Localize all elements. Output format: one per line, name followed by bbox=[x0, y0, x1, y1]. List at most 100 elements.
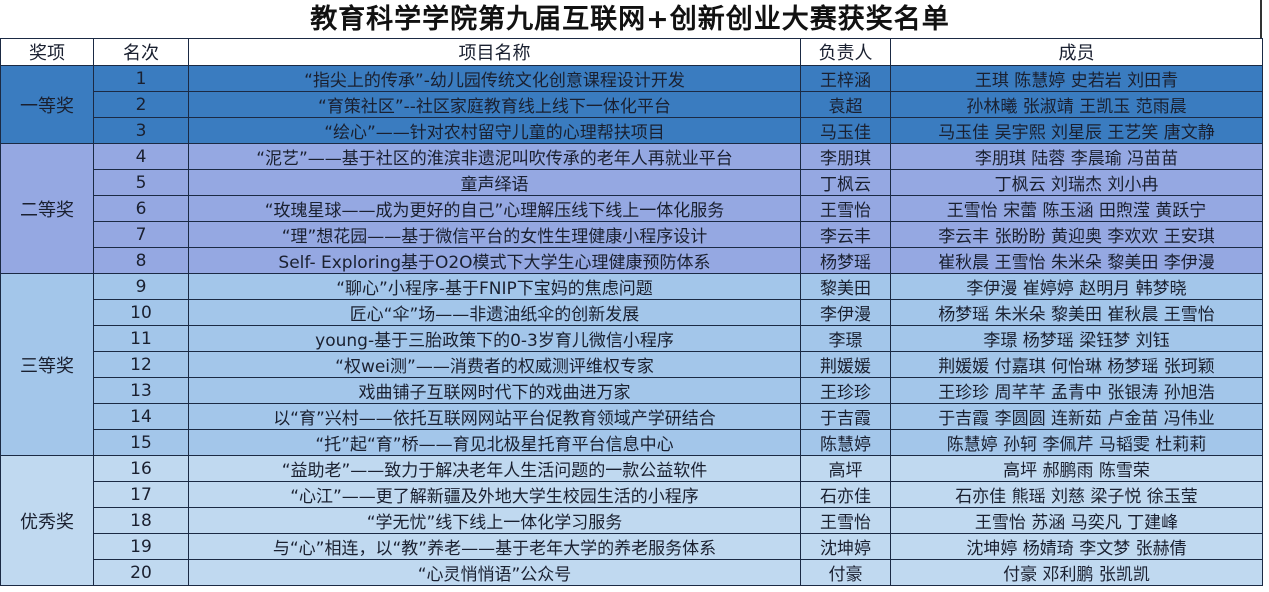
rank-cell: 10 bbox=[93, 299, 189, 326]
table-row: 三等奖 9 “聊心”小程序-基于FNIP下宝妈的焦虑问题 黎美田 李伊漫 崔婷婷 赵明月… bbox=[0, 273, 1263, 456]
members-cell: 陈慧婷 孙轲 李佩芹 马韬雯 杜莉莉 bbox=[890, 429, 1263, 456]
rank-cell: 11 bbox=[93, 325, 189, 352]
members-cell: 杨梦瑶 朱米朵 黎美田 崔秋晨 王雪怡 bbox=[890, 299, 1263, 326]
table-row: 20 “心灵悄悄语”公众号 付豪 付豪 邓利鹏 张凯凯 bbox=[0, 559, 1263, 586]
leader-cell: 沈坤婷 bbox=[800, 533, 891, 560]
leader-cell: 李璟 bbox=[800, 325, 891, 352]
members-cell: 王雪怡 宋蕾 陈玉涵 田煦滢 黄跃宁 bbox=[890, 195, 1263, 222]
project-cell: “心灵悄悄语”公众号 bbox=[188, 559, 801, 586]
project-cell: Self- Exploring基于O2O模式下大学生心理健康预防体系 bbox=[188, 247, 801, 274]
table-row: 10 匠心“伞”场——非遗油纸伞的创新发展 李伊漫 杨梦瑶 朱米朵 黎美田 崔秋晨 王… bbox=[0, 299, 1263, 326]
table-row: 13 戏曲铺子互联网时代下的戏曲进万家 王珍珍 王珍珍 周芊芊 孟青中 张银涛 孙旭浩 bbox=[0, 377, 1263, 404]
leader-cell: 李云丰 bbox=[800, 221, 891, 248]
rank-cell: 1 bbox=[93, 65, 189, 92]
leader-cell: 李伊漫 bbox=[800, 299, 891, 326]
award-cell: 优秀奖 bbox=[0, 455, 94, 586]
award-cell: 一等奖 bbox=[0, 65, 94, 144]
table-row: 6 “玫瑰星球——成为更好的自己”心理解压线下线上一体化服务 王雪怡 王雪怡 宋蕾 陈… bbox=[0, 195, 1263, 222]
header-row: 奖项 名次 项目名称 负责人 成员 bbox=[0, 38, 1263, 66]
rank-cell: 8 bbox=[93, 247, 189, 274]
leader-cell: 陈慧婷 bbox=[800, 429, 891, 456]
table-row: 12 “权wei测”——消费者的权威测评维权专家 荆媛媛 荆媛媛 付嘉琪 何怡琳 杨梦… bbox=[0, 351, 1263, 378]
project-cell: “绘心”——针对农村留守儿童的心理帮扶项目 bbox=[188, 117, 801, 144]
rank-cell: 3 bbox=[93, 117, 189, 144]
table-row: 18 “学无忧”线下线上一体化学习服务 王雪怡 王雪怡 苏涵 马奕凡 丁建峰 bbox=[0, 507, 1263, 534]
leader-cell: 袁超 bbox=[800, 91, 891, 118]
project-cell: young-基于三胎政策下的0-3岁育儿微信小程序 bbox=[188, 325, 801, 352]
table-row: 7 “理”想花园——基于微信平台的女性生理健康小程序设计 李云丰 李云丰 张盼盼 黄迎… bbox=[0, 221, 1263, 248]
table-row: 17 “心江”——更了解新疆及外地大学生校园生活的小程序 石亦佳 石亦佳 熊瑶 刘慈 … bbox=[0, 481, 1263, 508]
leader-cell: 李朋琪 bbox=[800, 143, 891, 170]
project-cell: “心江”——更了解新疆及外地大学生校园生活的小程序 bbox=[188, 481, 801, 508]
leader-cell: 王雪怡 bbox=[800, 195, 891, 222]
project-cell: 童声绎语 bbox=[188, 169, 801, 196]
rank-cell: 14 bbox=[93, 403, 189, 430]
project-cell: “泥艺”——基于社区的淮滨非遗泥叫吹传承的老年人再就业平台 bbox=[188, 143, 801, 170]
leader-cell: 于吉霞 bbox=[800, 403, 891, 430]
leader-cell: 石亦佳 bbox=[800, 481, 891, 508]
award-table: 奖项 名次 项目名称 负责人 成员 一等奖 1 “指尖上的传承”-幼儿园传统文化创意… bbox=[0, 38, 1263, 586]
leader-cell: 王梓涵 bbox=[800, 65, 891, 92]
members-cell: 崔秋晨 王雪怡 朱米朵 黎美田 李伊漫 bbox=[890, 247, 1263, 274]
rank-cell: 18 bbox=[93, 507, 189, 534]
members-cell: 马玉佳 吴宇熙 刘星辰 王艺笑 唐文静 bbox=[890, 117, 1263, 144]
award-cell: 三等奖 bbox=[0, 273, 94, 456]
rank-cell: 6 bbox=[93, 195, 189, 222]
project-cell: “益助老”——致力于解决老年人生活问题的一款公益软件 bbox=[188, 455, 801, 482]
project-cell: 以“育”兴村——依托互联网网站平台促教育领域产学研结合 bbox=[188, 403, 801, 430]
header-award: 奖项 bbox=[0, 38, 94, 66]
project-cell: “育策社区”--社区家庭教育线上线下一体化平台 bbox=[188, 91, 801, 118]
members-cell: 王雪怡 苏涵 马奕凡 丁建峰 bbox=[890, 507, 1263, 534]
table-row: 19 与“心”相连，以“教”养老——基于老年大学的养老服务体系 沈坤婷 沈坤婷 杨婧琦… bbox=[0, 533, 1263, 560]
leader-cell: 马玉佳 bbox=[800, 117, 891, 144]
project-cell: “指尖上的传承”-幼儿园传统文化创意课程设计开发 bbox=[188, 65, 801, 92]
members-cell: 王琪 陈慧婷 史若岩 刘田青 bbox=[890, 65, 1263, 92]
members-cell: 李云丰 张盼盼 黄迎奥 李欢欢 王安琪 bbox=[890, 221, 1263, 248]
leader-cell: 王珍珍 bbox=[800, 377, 891, 404]
leader-cell: 丁枫云 bbox=[800, 169, 891, 196]
members-cell: 于吉霞 李圆圆 连新茹 卢金苗 冯伟业 bbox=[890, 403, 1263, 430]
members-cell: 沈坤婷 杨婧琦 李文梦 张赫倩 bbox=[890, 533, 1263, 560]
rank-cell: 13 bbox=[93, 377, 189, 404]
project-cell: “托”起“育”桥——育见北极星托育平台信息中心 bbox=[188, 429, 801, 456]
table-row: 2 “育策社区”--社区家庭教育线上线下一体化平台 袁超 孙林曦 张淑靖 王凯玉 范雨… bbox=[0, 91, 1263, 118]
members-cell: 荆媛媛 付嘉琪 何怡琳 杨梦瑶 张珂颖 bbox=[890, 351, 1263, 378]
header-leader: 负责人 bbox=[800, 38, 891, 66]
rank-cell: 12 bbox=[93, 351, 189, 378]
rank-cell: 2 bbox=[93, 91, 189, 118]
members-cell: 高坪 郝鹏雨 陈雪荣 bbox=[890, 455, 1263, 482]
members-cell: 付豪 邓利鹏 张凯凯 bbox=[890, 559, 1263, 586]
table-row: 14 以“育”兴村——依托互联网网站平台促教育领域产学研结合 于吉霞 于吉霞 李圆圆 … bbox=[0, 403, 1263, 430]
project-cell: 匠心“伞”场——非遗油纸伞的创新发展 bbox=[188, 299, 801, 326]
project-cell: “理”想花园——基于微信平台的女性生理健康小程序设计 bbox=[188, 221, 801, 248]
rank-cell: 16 bbox=[93, 455, 189, 482]
leader-cell: 杨梦瑶 bbox=[800, 247, 891, 274]
members-cell: 王珍珍 周芊芊 孟青中 张银涛 孙旭浩 bbox=[890, 377, 1263, 404]
leader-cell: 荆媛媛 bbox=[800, 351, 891, 378]
leader-cell: 黎美田 bbox=[800, 273, 891, 300]
project-cell: “聊心”小程序-基于FNIP下宝妈的焦虑问题 bbox=[188, 273, 801, 300]
table-row: 15 “托”起“育”桥——育见北极星托育平台信息中心 陈慧婷 陈慧婷 孙轲 李佩芹 马… bbox=[0, 429, 1263, 456]
header-project: 项目名称 bbox=[188, 38, 801, 66]
project-cell: 与“心”相连，以“教”养老——基于老年大学的养老服务体系 bbox=[188, 533, 801, 560]
award-cell: 二等奖 bbox=[0, 143, 94, 274]
rank-cell: 19 bbox=[93, 533, 189, 560]
rank-cell: 4 bbox=[93, 143, 189, 170]
page-title: 教育科学学院第九届互联网+创新创业大赛获奖名单 bbox=[0, 0, 1262, 38]
table-row: 11 young-基于三胎政策下的0-3岁育儿微信小程序 李璟 李璟 杨梦瑶 梁钰梦 … bbox=[0, 325, 1263, 352]
members-cell: 石亦佳 熊瑶 刘慈 梁子悦 徐玉莹 bbox=[890, 481, 1263, 508]
project-cell: 戏曲铺子互联网时代下的戏曲进万家 bbox=[188, 377, 801, 404]
members-cell: 李璟 杨梦瑶 梁钰梦 刘钰 bbox=[890, 325, 1263, 352]
table-row: 二等奖 4 “泥艺”——基于社区的淮滨非遗泥叫吹传承的老年人再就业平台 李朋琪 李朋琪 … bbox=[0, 143, 1263, 274]
leader-cell: 付豪 bbox=[800, 559, 891, 586]
project-cell: “学无忧”线下线上一体化学习服务 bbox=[188, 507, 801, 534]
rank-cell: 7 bbox=[93, 221, 189, 248]
project-cell: “权wei测”——消费者的权威测评维权专家 bbox=[188, 351, 801, 378]
members-cell: 李朋琪 陆蓉 李晨瑜 冯苗苗 bbox=[890, 143, 1263, 170]
table-row: 8 Self- Exploring基于O2O模式下大学生心理健康预防体系 杨梦瑶 崔秋… bbox=[0, 247, 1263, 274]
table-row: 5 童声绎语 丁枫云 丁枫云 刘瑞杰 刘小冉 bbox=[0, 169, 1263, 196]
header-rank: 名次 bbox=[93, 38, 189, 66]
members-cell: 孙林曦 张淑靖 王凯玉 范雨晨 bbox=[890, 91, 1263, 118]
leader-cell: 高坪 bbox=[800, 455, 891, 482]
header-members: 成员 bbox=[890, 38, 1263, 66]
